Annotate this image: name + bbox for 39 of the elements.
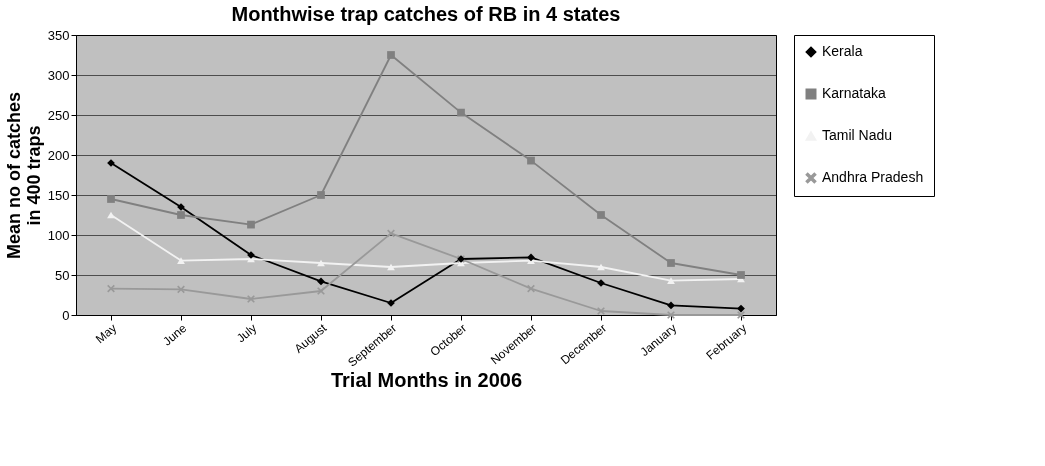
point [737, 271, 745, 279]
point [457, 108, 465, 117]
point [247, 295, 255, 303]
point [317, 191, 325, 199]
point [597, 307, 605, 315]
legend-label: Andhra Pradesh [822, 169, 924, 185]
point [247, 220, 255, 229]
y-tick-label: 350 [47, 27, 70, 43]
point [177, 211, 185, 219]
point [317, 277, 325, 286]
point [387, 51, 395, 59]
x-tick-label: June [160, 320, 190, 349]
point [667, 259, 675, 267]
x-tick-label: May [92, 320, 120, 347]
legend-label: Tamil Nadu [822, 127, 893, 143]
y-axis-title: Mean no of catches in 400 traps [3, 91, 44, 260]
point [667, 301, 675, 310]
point [667, 277, 675, 284]
y-tick-label: 50 [55, 267, 70, 283]
y-tick-label: 0 [62, 307, 70, 323]
y-tick-label: 200 [47, 147, 70, 163]
point [737, 304, 745, 313]
chart-title: Monthwise trap catches of RB in 4 states [231, 3, 621, 25]
y-tick-label: 150 [47, 187, 70, 203]
legend-label: Kerala [822, 43, 863, 59]
x-axis-title: Trial Months in 2006 [330, 368, 523, 391]
point [597, 211, 605, 219]
y-tick-label: 100 [47, 227, 70, 243]
y-tick-label: 300 [47, 67, 70, 83]
point [667, 311, 675, 319]
point [107, 195, 115, 203]
point [177, 257, 185, 264]
x-tick-label: July [233, 320, 260, 346]
point [527, 156, 535, 165]
point [317, 287, 325, 295]
point [737, 311, 745, 319]
legend-label: Karnataka [822, 85, 887, 101]
point [527, 253, 535, 262]
y-tick-label: 250 [47, 107, 70, 123]
